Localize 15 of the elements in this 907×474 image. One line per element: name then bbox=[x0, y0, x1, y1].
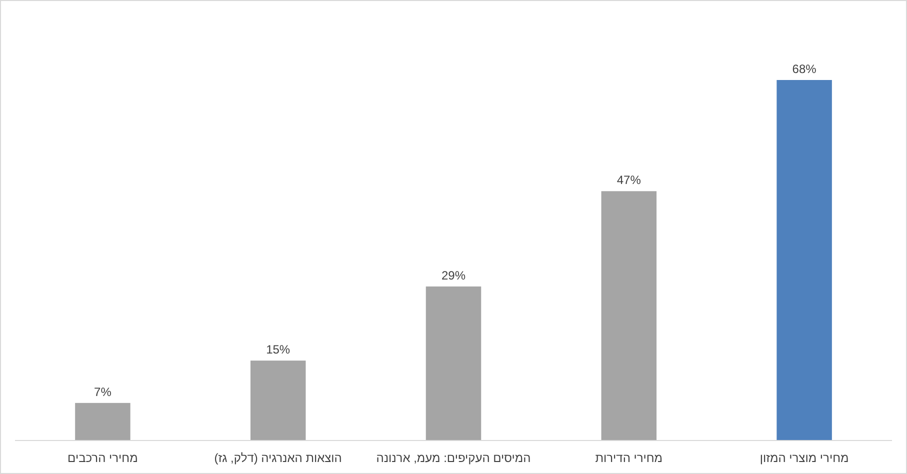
data-label: 7% bbox=[94, 384, 112, 399]
x-tick-label: מחירי הרכבים bbox=[68, 451, 138, 465]
x-tick-label: המיסים העקיפים: מעמ, ארנונה bbox=[376, 451, 531, 465]
x-tick-label: מחירי הדירות bbox=[595, 451, 663, 465]
bar bbox=[250, 360, 306, 440]
bar bbox=[75, 402, 130, 440]
bar bbox=[776, 80, 832, 440]
bar bbox=[601, 191, 657, 440]
bar bbox=[426, 286, 482, 440]
data-label: 29% bbox=[441, 268, 466, 282]
data-label: 15% bbox=[266, 342, 290, 357]
data-label: 68% bbox=[792, 62, 817, 76]
data-label: 47% bbox=[616, 173, 642, 188]
x-tick-label: הוצאות האנרגיה (דלק, גז) bbox=[214, 451, 342, 465]
x-tick-label: מחירי מוצרי המזון bbox=[760, 451, 849, 465]
